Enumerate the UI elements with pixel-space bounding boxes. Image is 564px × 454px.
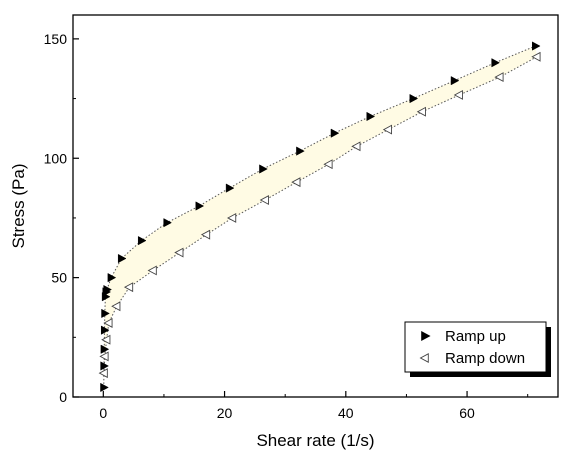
ramp-up-point [195, 201, 205, 211]
legend-label: Ramp up [445, 328, 506, 345]
x-tick-label: 60 [459, 405, 475, 421]
ramp-down-point [453, 90, 463, 100]
ramp-down-point [200, 229, 211, 240]
axis-ticks: 0 20 40 60 0 50 100 150 [44, 31, 529, 421]
legend-label: Ramp down [445, 350, 525, 367]
ramp-up-point [100, 325, 110, 335]
ramp-up-point [296, 146, 305, 156]
legend-box [404, 321, 547, 373]
legend-marker-ramp-up [421, 330, 431, 342]
ramp-up-point [450, 76, 460, 86]
ramp-down-point [291, 177, 301, 188]
ramp-down-point [323, 159, 333, 170]
ramp-up-point [100, 344, 110, 354]
ramp-up-point [259, 164, 268, 174]
plot-frame [72, 14, 559, 398]
ramp-up-point [101, 308, 110, 319]
ramp-up-point [491, 58, 500, 68]
ramp-up-point [366, 111, 376, 122]
ramp-down-point [416, 106, 426, 117]
ramp-down-point [99, 351, 109, 362]
y-tick-label: 0 [59, 389, 67, 405]
ramp-up-point [163, 218, 172, 228]
hysteresis-fill [103, 46, 537, 388]
x-axis-title: Shear rate (1/s) [256, 431, 374, 450]
ramp-down-point [351, 141, 361, 152]
ramp-up-point [225, 183, 235, 193]
ramp-up-point [103, 284, 112, 295]
ramp-up-point [107, 273, 117, 283]
ramp-down-point [226, 212, 237, 223]
ramp-down-point [123, 282, 134, 293]
ramp-down-point [382, 124, 392, 135]
ramp-down-point [101, 334, 111, 345]
data-markers [98, 41, 541, 393]
ramp-up-point [100, 361, 109, 371]
loop-fill [103, 46, 537, 388]
ramp-down-point [531, 51, 541, 62]
y-axis-title: Stress (Pa) [9, 163, 28, 248]
ramp-down-point [147, 265, 157, 276]
legend: Ramp up Ramp down [404, 321, 551, 377]
ramp-down-point [174, 247, 184, 258]
x-tick-label: 0 [99, 405, 107, 421]
y-tick-label: 150 [44, 31, 68, 47]
ramp-up-point [330, 128, 340, 138]
ramp-up-point [532, 41, 541, 51]
ramp-down-point [111, 301, 121, 312]
ramp-down-point [98, 368, 108, 379]
y-tick-label: 50 [51, 270, 67, 286]
x-tick-label: 20 [217, 405, 233, 421]
y-tick-label: 100 [44, 150, 68, 166]
ramp-up-point [117, 253, 127, 264]
legend-marker-ramp-down [419, 353, 429, 363]
ramp-up-point [409, 93, 419, 104]
ramp-up-point [137, 236, 147, 246]
ramp-up-point [100, 382, 109, 393]
x-tick-label: 40 [338, 405, 354, 421]
ramp-down-point [494, 72, 504, 83]
ramp-down-point [259, 195, 269, 205]
ramp-down-point [103, 318, 113, 328]
